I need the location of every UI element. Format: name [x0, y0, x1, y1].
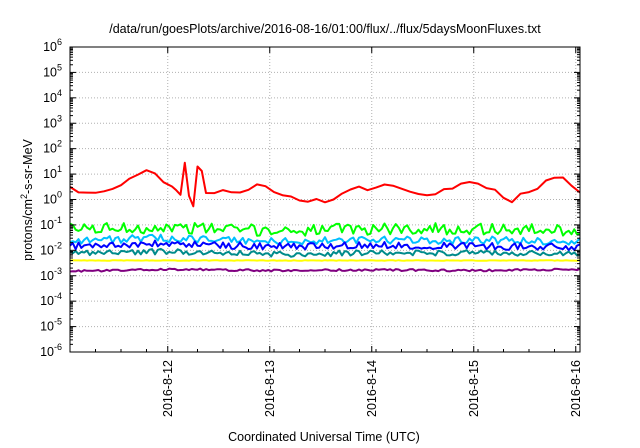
y-tick-label-exponent: 0 — [57, 190, 62, 200]
y-tick-label-base: 10 — [40, 243, 54, 257]
y-tick-label-exponent: -5 — [54, 317, 62, 327]
y-tick-label: 106 — [43, 37, 62, 54]
x-tick-label: 2016-8-14 — [365, 360, 379, 417]
y-tick-label-base: 10 — [40, 269, 54, 283]
y-tick-label: 10-6 — [40, 342, 62, 359]
y-tick-label-exponent: 5 — [57, 62, 62, 72]
y-tick-label: 10-1 — [40, 215, 62, 232]
y-tick-label-base: 10 — [43, 167, 57, 181]
y-tick-label: 10-2 — [40, 240, 62, 257]
y-tick-label: 102 — [43, 139, 62, 156]
y-tick-label-exponent: 2 — [57, 139, 62, 149]
x-tick-labels: 2016-8-12 2016-8-13 2016-8-14 2016-8-15 2016… — [161, 360, 583, 417]
y-tick-label-base: 10 — [40, 294, 54, 308]
y-tick-label: 105 — [43, 62, 62, 79]
grid-lines — [70, 47, 580, 352]
x-tick-label: 2016-8-12 — [161, 360, 175, 417]
y-tick-label-base: 10 — [40, 320, 54, 334]
series-line — [69, 247, 581, 258]
y-tick-label-base: 10 — [43, 91, 57, 105]
x-axis-label: Coordinated Universal Time (UTC) — [228, 430, 420, 444]
y-tick-label-exponent: 6 — [57, 37, 62, 47]
series-line — [69, 239, 581, 252]
y-tick-label: 10-4 — [40, 291, 62, 308]
series-line — [69, 259, 581, 262]
series-line — [69, 267, 581, 273]
y-tick-label-exponent: 4 — [57, 88, 62, 98]
y-tick-label: 103 — [43, 113, 62, 130]
y-tick-label: 100 — [43, 190, 62, 207]
series-group — [69, 161, 581, 273]
y-tick-label-base: 10 — [43, 193, 57, 207]
series-line — [69, 222, 581, 237]
y-tick-label-base: 10 — [43, 116, 57, 130]
y-tick-label: 10-5 — [40, 317, 62, 334]
y-tick-label-exponent: 3 — [57, 113, 62, 123]
x-tick-label: 2016-8-15 — [467, 360, 481, 417]
y-tick-label: 10-3 — [40, 266, 62, 283]
y-tick-label-exponent: -2 — [54, 240, 62, 250]
y-tick-label-base: 10 — [43, 65, 57, 79]
series-line — [69, 161, 581, 208]
y-tick-label-base: 10 — [43, 142, 57, 156]
y-tick-label-exponent: -1 — [54, 215, 62, 225]
x-tick-label: 2016-8-13 — [263, 360, 277, 417]
y-axis-label: protons/cm2-s-sr-MeV — [19, 138, 35, 260]
y-tick-label: 101 — [43, 164, 62, 181]
y-tick-label-exponent: 1 — [57, 164, 62, 174]
y-tick-label-exponent: -3 — [54, 266, 62, 276]
x-tick-label: 2016-8-16 — [569, 360, 583, 417]
y-tick-label-base: 10 — [40, 345, 54, 359]
chart-title: /data/run/goesPlots/archive/2016-08-16/0… — [109, 22, 541, 36]
y-tick-label-base: 10 — [40, 218, 54, 232]
y-tick-label-exponent: -4 — [54, 291, 62, 301]
y-axis-label-main: protons/cm — [21, 199, 35, 261]
tick-marks — [69, 46, 581, 353]
y-tick-label: 104 — [43, 88, 62, 105]
y-tick-labels: 10-610-510-410-310-210-11001011021031041… — [40, 37, 62, 359]
y-tick-label-exponent: -6 — [54, 342, 62, 352]
series-line — [69, 233, 581, 246]
y-axis-label-superscript: 2 — [19, 194, 29, 199]
y-axis-label-tail: -s-sr-MeV — [21, 138, 35, 194]
y-tick-label-base: 10 — [43, 40, 57, 54]
